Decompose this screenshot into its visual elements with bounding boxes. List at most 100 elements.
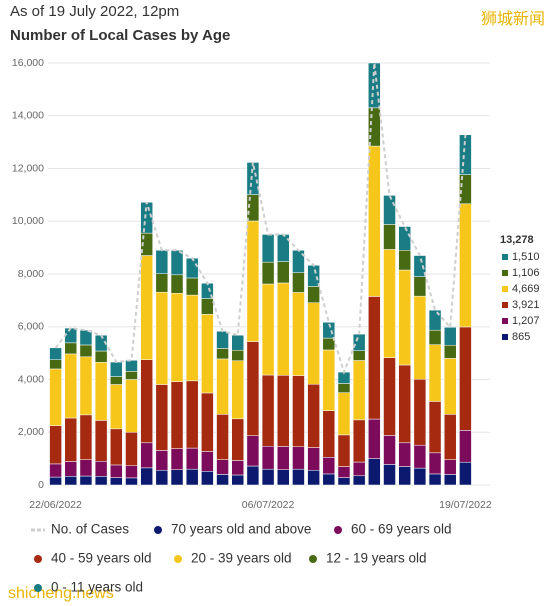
bar-segment [368,458,381,486]
bar-segment [64,476,78,486]
bar-segment [125,465,138,479]
bar-segment [125,432,138,466]
bar-segment [246,341,260,436]
bar-segment [94,362,108,421]
bar-segment [140,202,153,234]
bar-segment [443,344,457,359]
bar-segment [322,457,336,475]
bar-segment [79,475,93,486]
annotation-swatch [502,254,508,260]
bar-segment [185,380,199,449]
bar-segment [49,463,62,478]
bar-segment [185,257,199,279]
bar-segment [383,249,396,358]
bar-segment [246,435,260,467]
bar-segment [368,145,381,297]
legend-marker [174,555,182,563]
bar-segment [216,474,229,486]
y-tick-label: 12,000 [12,162,44,174]
annotation-swatch [502,286,508,292]
value-label: 865 [512,331,530,343]
bar-segment [170,274,184,294]
bar-segment [459,134,472,175]
bar-segment [383,357,396,436]
bar-segment [428,473,442,486]
bar-segment [413,276,427,297]
legend-label: 70 years old and above [171,522,311,537]
bar-segment [110,464,123,478]
bar-segment [368,418,381,459]
bar-segment [140,255,153,360]
chart-subtitle: Number of Local Cases by Age [10,27,230,44]
bar-segment [140,359,153,444]
bar-segment [64,461,78,477]
bar-segment [49,476,62,486]
bar-segment [125,359,138,372]
bar-segment [292,272,305,293]
bar-segment [277,282,290,376]
bar-segment [337,392,351,436]
bar-segment [307,383,320,448]
bar-segment [352,461,366,477]
total-label: 13,278 [500,234,534,246]
bar-segment [170,250,184,276]
bar-segment [459,430,472,463]
bar-segment [368,296,381,420]
bar-segment [352,475,366,486]
legend-label: No. of Cases [51,522,129,537]
value-label: 3,921 [512,299,540,311]
bar-segment [201,298,214,315]
bar-segment [94,476,108,486]
bar-segment [413,444,427,469]
y-tick-label: 16,000 [12,57,44,69]
bar-segment [231,474,244,486]
y-tick-label: 6,000 [18,321,44,333]
bar-segment [398,269,411,366]
value-label: 1,207 [512,315,540,327]
y-tick-label: 8,000 [18,268,44,280]
bar-segment [110,384,123,430]
bar-segment [292,468,305,486]
bar-segment [277,261,290,284]
bar-segment [170,469,184,486]
bar-segment [292,446,305,470]
legend-label: 12 - 19 years old [326,551,427,566]
bar-segment [398,250,411,271]
bar-segment [337,466,351,478]
legend-label: 0 - 11 years old [51,580,143,595]
annotation-swatch [502,302,508,308]
value-label: 1,510 [512,251,540,263]
bar-segment [155,469,169,486]
bar-segment [413,467,427,486]
bar-segment [352,333,366,352]
bar-segment [140,467,153,486]
bar-segment [49,347,62,360]
bar-segment [413,295,427,380]
bar-segment [307,286,320,303]
bar-segment [110,428,123,466]
legend-label: 40 - 59 years old [51,551,152,566]
bar-segment [155,273,169,293]
bar-segment [383,195,396,225]
bar-segment [64,417,78,462]
bar-segment [79,356,93,416]
bar-segment [398,442,411,467]
bar-segment [201,392,214,452]
bar-segment [261,374,275,447]
bar-segment [261,261,275,285]
bar-segment [261,234,275,263]
bar-segment [443,474,457,486]
annotation-swatch [502,318,508,324]
y-tick-label: 10,000 [12,215,44,227]
bar-segment [398,226,411,251]
bar-segment [428,309,442,331]
bar-segment [201,471,214,486]
bar-segment [155,450,169,471]
bar-segment [155,250,169,274]
bar-segment [110,361,123,377]
bar-segment [443,414,457,460]
bar-segment [231,334,244,351]
bar-segment [337,434,351,467]
bar-segment [383,224,396,250]
bar-segment [125,371,138,380]
